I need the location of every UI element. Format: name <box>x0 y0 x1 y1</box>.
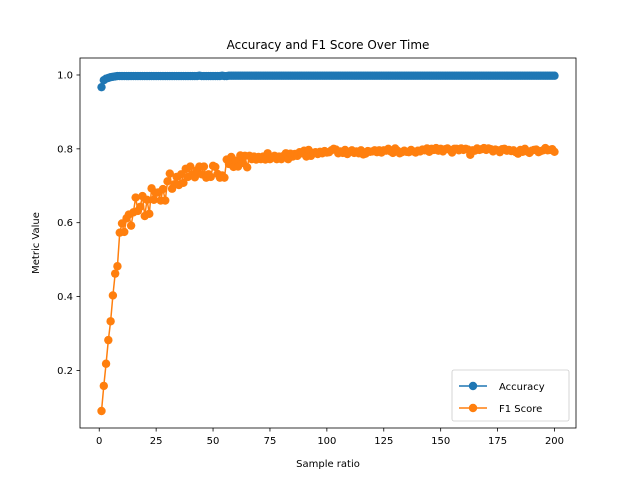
series-accuracy <box>97 71 559 92</box>
y-tick-label: 0.2 <box>57 366 73 377</box>
x-tick-label: 0 <box>96 436 102 447</box>
legend-marker-accuracy <box>468 381 478 391</box>
legend-label-f1: F1 Score <box>499 404 542 415</box>
legend-marker-f1 <box>468 403 478 413</box>
data-point-f1-score <box>145 209 154 219</box>
data-point-f1-score <box>242 163 252 172</box>
y-tick-label: 0.4 <box>57 292 73 303</box>
data-point-f1-score <box>149 195 159 204</box>
data-point-f1-score <box>211 162 220 172</box>
y-axis: 0.2 0.4 0.6 0.8 1.0 <box>57 70 80 377</box>
data-point-f1-score <box>110 269 120 278</box>
data-point-f1-score <box>179 178 188 188</box>
data-point-f1-score <box>158 184 168 194</box>
x-axis: 0 25 50 75 100 125 150 175 200 <box>96 428 564 447</box>
data-point-f1-score <box>199 162 209 171</box>
data-point-f1-score <box>120 227 129 237</box>
series-layer <box>97 71 559 416</box>
x-tick-label: 25 <box>150 436 163 447</box>
legend: Accuracy F1 Score <box>451 369 570 422</box>
legend-label-accuracy: Accuracy <box>499 382 545 393</box>
data-point-f1-score <box>550 147 559 156</box>
data-point-f1-score <box>101 359 111 368</box>
data-point-f1-score <box>136 202 145 212</box>
data-point-f1-score <box>206 172 215 182</box>
x-tick-label: 150 <box>431 436 450 447</box>
data-point-f1-score <box>165 169 174 178</box>
y-axis-label: Metric Value <box>31 212 42 274</box>
y-tick-label: 1.0 <box>57 70 73 81</box>
data-point-f1-score <box>126 221 136 230</box>
data-point-f1-score <box>176 170 186 179</box>
x-axis-label: Sample ratio <box>296 459 360 470</box>
series-f1-score <box>97 143 559 416</box>
data-point-accuracy <box>550 71 559 80</box>
data-point-f1-score <box>163 177 172 186</box>
data-point-f1-score <box>113 262 122 271</box>
data-point-f1-score <box>108 291 118 300</box>
x-tick-label: 200 <box>545 436 564 447</box>
data-point-f1-score <box>186 162 195 171</box>
x-tick-label: 50 <box>207 436 220 447</box>
data-point-f1-score <box>161 196 170 205</box>
x-tick-label: 125 <box>374 436 393 447</box>
data-point-f1-score <box>104 335 113 345</box>
x-tick-label: 75 <box>264 436 277 447</box>
y-tick-label: 0.8 <box>57 144 73 155</box>
data-point-accuracy <box>97 82 106 92</box>
data-point-f1-score <box>106 317 115 326</box>
data-point-f1-score <box>142 195 152 204</box>
data-point-f1-score <box>190 173 200 182</box>
chart-title: Accuracy and F1 Score Over Time <box>227 38 430 52</box>
data-point-f1-score <box>220 173 229 182</box>
data-point-f1-score <box>99 381 108 391</box>
plot-frame <box>79 57 577 429</box>
data-point-f1-score <box>97 406 106 416</box>
data-point-f1-score <box>131 193 140 202</box>
y-tick-label: 0.6 <box>57 218 73 229</box>
x-tick-label: 100 <box>317 436 336 447</box>
x-tick-label: 175 <box>488 436 507 447</box>
